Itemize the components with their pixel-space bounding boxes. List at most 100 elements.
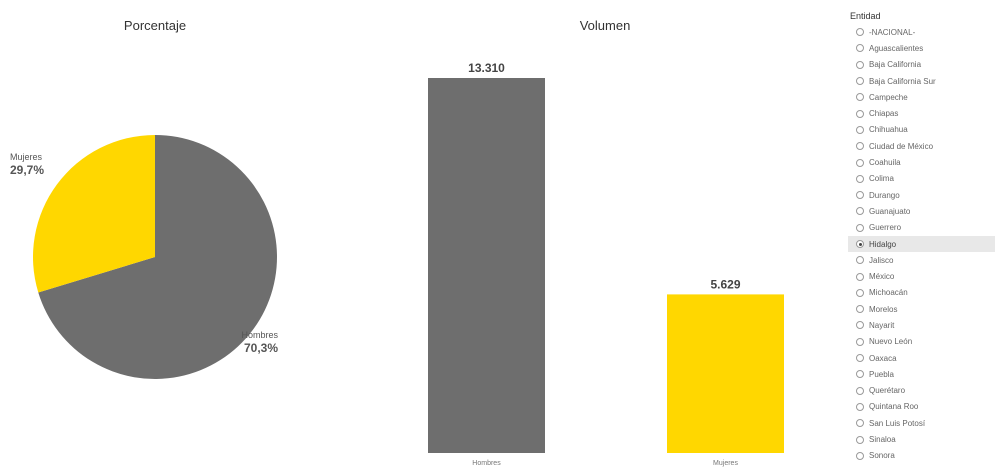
- slicer-item-label: Querétaro: [869, 386, 906, 396]
- slicer-item-label: San Luis Potosí: [869, 418, 926, 428]
- slicer-item-label: Aguascalientes: [869, 43, 924, 53]
- slicer-item-label: Jalisco: [869, 255, 894, 265]
- slicer-item[interactable]: Coahuila: [848, 154, 995, 170]
- slicer-item-label: Guanajuato: [869, 206, 911, 216]
- pie-label-mujeres: Mujeres: [10, 152, 43, 162]
- slicer-item-label: Ciudad de México: [869, 141, 934, 151]
- pie-slice-mujeres[interactable]: [32, 135, 155, 293]
- slicer-item-label: Campeche: [869, 92, 908, 102]
- slicer-title: Entidad: [850, 11, 881, 21]
- slicer-item[interactable]: Hidalgo: [848, 235, 995, 253]
- slicer-item[interactable]: -NACIONAL-: [848, 24, 995, 40]
- bar-data-label-hombres: 13.310: [468, 61, 505, 75]
- slicer-item-label: Colima: [869, 174, 894, 184]
- radio-icon[interactable]: [856, 191, 864, 200]
- radio-icon[interactable]: [856, 125, 864, 134]
- slicer-item-label: Morelos: [869, 304, 898, 314]
- pie-label-hombres: Hombres: [241, 330, 278, 340]
- slicer-item-label: Quintana Roo: [869, 402, 919, 412]
- pie-value-hombres: 70,3%: [244, 341, 278, 355]
- radio-icon[interactable]: [856, 28, 864, 37]
- slicer-item[interactable]: México: [848, 268, 995, 284]
- slicer-item-label: Nayarit: [869, 320, 895, 330]
- slicer-item[interactable]: Chiapas: [848, 105, 995, 121]
- radio-icon[interactable]: [856, 93, 864, 102]
- slicer-item-label: Baja California: [869, 60, 922, 70]
- slicer-item-label: Sinaloa: [869, 435, 896, 445]
- slicer-item-label: Michoacán: [869, 288, 908, 298]
- radio-icon[interactable]: [856, 142, 864, 151]
- slicer-item[interactable]: San Luis Potosí: [848, 415, 995, 431]
- slicer-item[interactable]: Nuevo León: [848, 334, 995, 350]
- radio-icon[interactable]: [856, 354, 864, 363]
- slicer-item[interactable]: Nayarit: [848, 317, 995, 333]
- slicer-item[interactable]: Querétaro: [848, 383, 995, 399]
- bar-category-label-mujeres: Mujeres: [713, 460, 738, 467]
- slicer-item-label: Durango: [869, 190, 900, 200]
- radio-icon[interactable]: [856, 77, 864, 86]
- radio-icon[interactable]: [856, 321, 864, 330]
- slicer-item[interactable]: Campeche: [848, 89, 995, 105]
- radio-icon[interactable]: [856, 402, 864, 411]
- slicer-item[interactable]: Jalisco: [848, 252, 995, 268]
- slicer-item-label: Baja California Sur: [869, 76, 936, 86]
- radio-icon[interactable]: [856, 451, 864, 460]
- radio-icon[interactable]: [856, 60, 864, 69]
- slicer-item[interactable]: Michoacán: [848, 285, 995, 301]
- slicer-item-label: Nuevo León: [869, 337, 913, 347]
- slicer-item-label: Coahuila: [869, 158, 901, 168]
- slicer-item[interactable]: Baja California Sur: [848, 73, 995, 89]
- slicer-item-label: Guerrero: [869, 223, 902, 233]
- entidad-slicer: Entidad -NACIONAL- Aguascalientes Baja Cal…: [848, 11, 995, 464]
- pie-chart-title: Porcentaje: [123, 18, 187, 33]
- slicer-item[interactable]: Guanajuato: [848, 203, 995, 219]
- slicer-item-label: México: [869, 272, 895, 282]
- slicer-item[interactable]: Guerrero: [848, 220, 995, 236]
- slicer-item-label: Oaxaca: [869, 353, 897, 363]
- radio-icon[interactable]: [856, 44, 864, 53]
- slicer-item[interactable]: Ciudad de México: [848, 138, 995, 154]
- slicer-item-label: Sonora: [869, 451, 895, 461]
- slicer-item[interactable]: Morelos: [848, 301, 995, 317]
- bar-mujeres[interactable]: [667, 294, 784, 453]
- radio-icon[interactable]: [856, 207, 864, 216]
- radio-icon[interactable]: [856, 223, 864, 232]
- bar-data-label-mujeres: 5.629: [710, 277, 740, 291]
- radio-icon[interactable]: [856, 256, 864, 265]
- slicer-item[interactable]: Sinaloa: [848, 431, 995, 447]
- radio-icon[interactable]: [856, 386, 864, 395]
- slicer-item[interactable]: Aguascalientes: [848, 40, 995, 56]
- slicer-item-label: Hidalgo: [869, 239, 897, 249]
- radio-icon[interactable]: [856, 240, 864, 248]
- slicer-item-label: Puebla: [869, 369, 894, 379]
- radio-icon[interactable]: [856, 272, 864, 281]
- radio-icon[interactable]: [856, 158, 864, 167]
- radio-icon[interactable]: [856, 370, 864, 379]
- radio-icon[interactable]: [856, 288, 864, 297]
- bar-chart-title: Volumen: [579, 18, 631, 33]
- radio-icon[interactable]: [856, 109, 864, 118]
- slicer-list: -NACIONAL- Aguascalientes Baja California B…: [848, 24, 995, 464]
- slicer-item[interactable]: Baja California: [848, 57, 995, 73]
- slicer-item-label: -NACIONAL-: [869, 27, 916, 37]
- pie-slice-hombres[interactable]: [38, 135, 277, 379]
- radio-icon[interactable]: [856, 174, 864, 183]
- bar-hombres[interactable]: [428, 78, 545, 453]
- radio-icon[interactable]: [856, 337, 864, 346]
- slicer-item[interactable]: Oaxaca: [848, 350, 995, 366]
- slicer-item[interactable]: Sonora: [848, 448, 995, 464]
- slicer-item-label: Chiapas: [869, 109, 899, 119]
- slicer-item-label: Chihuahua: [869, 125, 908, 135]
- radio-icon[interactable]: [856, 419, 864, 428]
- slicer-item[interactable]: Colima: [848, 171, 995, 187]
- radio-icon[interactable]: [856, 305, 864, 314]
- slicer-item[interactable]: Quintana Roo: [848, 399, 995, 415]
- slicer-item[interactable]: Durango: [848, 187, 995, 203]
- radio-icon[interactable]: [856, 435, 864, 444]
- slicer-item[interactable]: Chihuahua: [848, 122, 995, 138]
- bar-category-label-hombres: Hombres: [472, 460, 501, 467]
- bar-chart: 13.310 Hombres 5.629 Mujeres: [428, 61, 784, 467]
- slicer-item[interactable]: Puebla: [848, 366, 995, 382]
